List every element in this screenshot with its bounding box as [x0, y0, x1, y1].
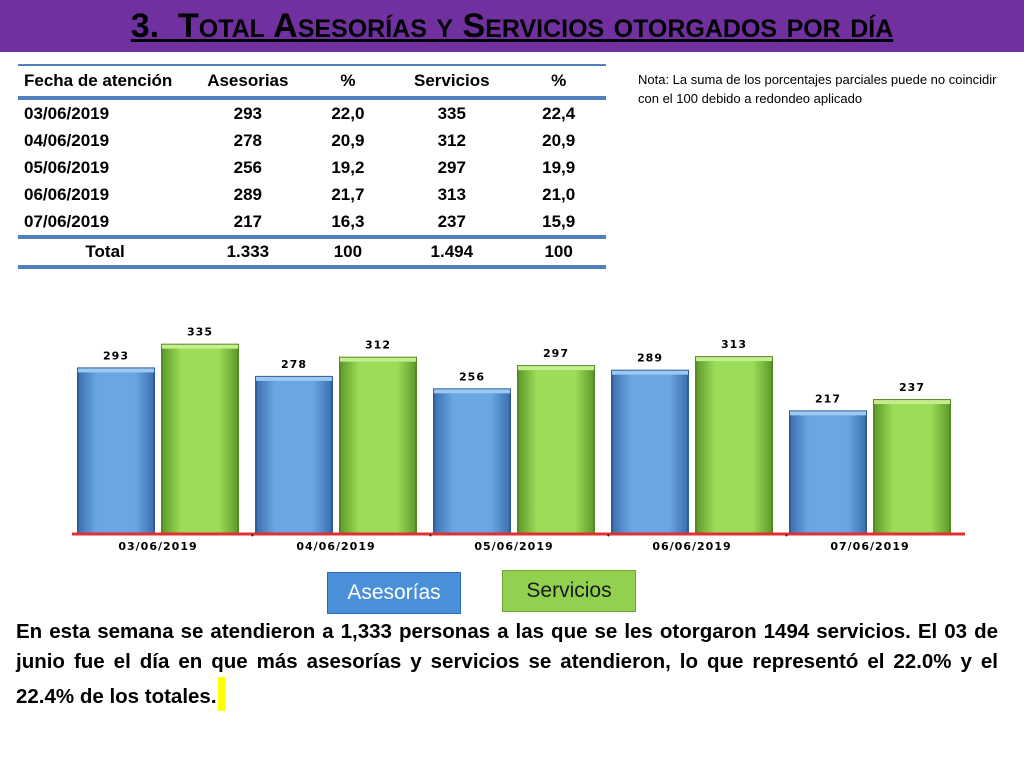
bar-asesorias: [255, 375, 333, 535]
bar-top-highlight: [790, 411, 866, 416]
bar-value-label: 297: [543, 347, 569, 360]
bar-value-label: 293: [103, 349, 129, 362]
bar-value-label: 256: [459, 370, 485, 383]
table-cell: 21,0: [542, 184, 576, 204]
title-bar: [0, 0, 1024, 52]
axis-tick-mark: •: [785, 531, 788, 540]
summary-paragraph: En esta semana se atendieron a 1,333 per…: [16, 617, 998, 712]
axis-tick-mark: •: [607, 531, 610, 540]
table-cell: 20,9: [542, 130, 576, 150]
bar-asesorias: [77, 367, 155, 535]
title-word: ASESORÍAS: [273, 7, 427, 45]
x-tick-label: 06/06/2019: [652, 540, 731, 553]
table-row: 04/06/2019 278 20,9 312 20,9: [18, 127, 606, 154]
summary-table: Fecha de atención Asesorias% Servicios% 03…: [18, 64, 606, 269]
table-cell: 22,4: [542, 103, 576, 123]
table-header-cell: Fecha de atención: [18, 65, 193, 100]
title-word: OTORGADOS: [613, 15, 778, 43]
table-header-row: Fecha de atención Asesorias% Servicios%: [18, 65, 606, 100]
title-word: Y: [436, 15, 454, 43]
table-cell: 22,0: [331, 103, 365, 123]
table-cell: 289: [233, 184, 263, 204]
bar-top-highlight: [162, 344, 238, 349]
bar-top-highlight: [434, 389, 510, 394]
table-cell: 05/06/2019: [24, 157, 110, 177]
title-word: TOTAL: [177, 7, 265, 45]
table-header-cell: Asesorias: [192, 65, 304, 100]
bar-servicios: [517, 365, 595, 535]
bar-value-label: 335: [187, 326, 213, 339]
table-cell: 03/06/2019: [24, 103, 110, 123]
bar-top-highlight: [612, 370, 688, 375]
page-title: 3. TOTAL ASESORÍAS Y SERVICIOS OTORGADOS…: [0, 3, 1024, 52]
table-cell: 20,9: [331, 130, 365, 150]
bar-value-label: 217: [815, 392, 841, 405]
bar-top-highlight: [78, 368, 154, 373]
table-cell: 237: [437, 211, 466, 231]
table-cell: 06/06/2019: [24, 184, 110, 204]
x-tick-label: 07/06/2019: [830, 540, 909, 553]
table-row: 03/06/2019 293 22,0 335 22,4: [18, 98, 606, 127]
table-cell: 278: [233, 130, 263, 150]
table-header-cell: Servicios: [392, 65, 512, 100]
title-word: SERVICIOS: [462, 7, 605, 45]
bar-servicios: [161, 343, 239, 535]
bar-top-highlight: [340, 357, 416, 362]
table-cell: 21,7: [331, 184, 365, 204]
bar-top-highlight: [696, 357, 772, 362]
legend-asesorias: Asesorías: [327, 572, 461, 614]
bar-asesorias: [789, 410, 867, 535]
table-header-cell: %: [303, 65, 393, 100]
table-cell: 19,2: [331, 157, 365, 177]
bar-top-highlight: [256, 376, 332, 381]
table-cell: 19,9: [542, 157, 576, 177]
bar-value-label: 289: [637, 352, 663, 365]
bar-value-label: 312: [365, 339, 391, 352]
table-header-cell: %: [511, 65, 606, 100]
title-word: POR: [786, 15, 841, 43]
table-row: 07/06/2019 217 16,3 237 15,9: [18, 208, 606, 237]
table-cell: 04/06/2019: [24, 130, 110, 150]
bar-chart: 293 335 278 312 256 297 289 313 217 237 03/06/201…: [72, 326, 965, 553]
table-cell: 217: [233, 211, 263, 231]
table-cell: 313: [437, 184, 466, 204]
bar-servicios: [339, 356, 417, 535]
table-cell: 335: [437, 103, 466, 123]
bar-value-label: 313: [721, 338, 747, 351]
bar-top-highlight: [874, 400, 950, 405]
note-text: Nota: La suma de los porcentajes parcial…: [638, 72, 997, 106]
bar-value-label: 278: [281, 358, 307, 371]
summary-text: En esta semana se atendieron a 1,333 per…: [16, 620, 998, 708]
x-tick-label: 03/06/2019: [118, 540, 197, 553]
table-row: 05/06/2019 256 19,2 297 19,9: [18, 154, 606, 181]
title-word: DÍA: [850, 15, 894, 43]
axis-tick-mark: •: [251, 531, 254, 540]
table-cell: 15,9: [542, 211, 576, 231]
table-total-cell: 100: [303, 235, 393, 269]
table-cell: 293: [233, 103, 263, 123]
table-cell: 07/06/2019: [24, 211, 110, 231]
title-number: 3.: [130, 7, 178, 45]
bar-servicios: [695, 356, 773, 535]
bar-asesorias: [433, 388, 511, 535]
x-tick-label: 04/06/2019: [296, 540, 375, 553]
table-total-row: Total 1.333 100 1.494 100: [18, 235, 606, 269]
bar-top-highlight: [518, 366, 594, 371]
table-total-cell: Total: [18, 235, 193, 269]
table-total-cell: 1.494: [392, 235, 512, 269]
table-cell: 256: [233, 157, 263, 177]
bar-asesorias: [611, 369, 689, 535]
x-tick-label: 05/06/2019: [474, 540, 553, 553]
axis-tick-mark: •: [429, 531, 432, 540]
text-cursor: [217, 677, 225, 711]
table-cell: 16,3: [331, 211, 365, 231]
table-cell: 297: [437, 157, 466, 177]
table-total-cell: 100: [511, 235, 606, 269]
bar-servicios: [873, 399, 951, 535]
legend-servicios: Servicios: [502, 570, 636, 612]
table-total-cell: 1.333: [192, 235, 304, 269]
bar-value-label: 237: [899, 381, 925, 394]
table-row: 06/06/2019 289 21,7 313 21,0: [18, 181, 606, 208]
table-cell: 312: [437, 130, 466, 150]
